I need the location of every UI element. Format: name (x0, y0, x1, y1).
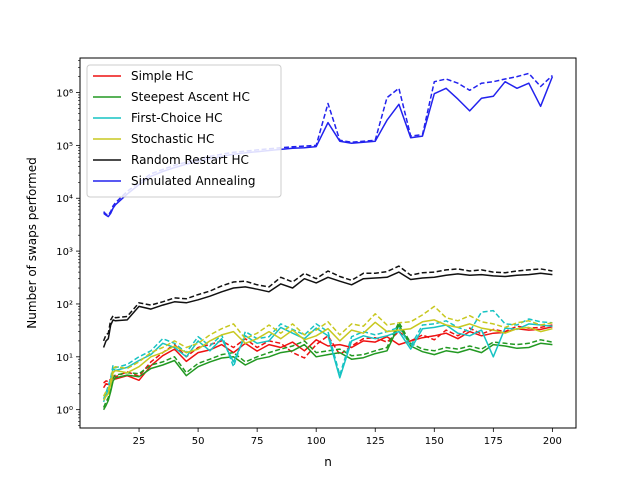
y-axis-label: Number of swaps performed (25, 157, 39, 328)
x-tick-label: 50 (192, 436, 205, 447)
x-tick-label: 150 (425, 436, 444, 447)
y-tick-label: 10³ (56, 247, 73, 258)
series-line-simple-hc-dashed (103, 324, 553, 384)
series-line-steepest-ascent-hc-solid (102, 324, 553, 411)
x-axis: 25 50 75 100 125 150 175 200 (133, 428, 562, 447)
legend-label: Stochastic HC (131, 132, 214, 146)
y-tick-label: 10⁵ (56, 141, 73, 152)
series-line-random-restart-hc-solid (102, 271, 553, 348)
y-tick-label: 10⁰ (56, 406, 73, 417)
legend-label: Random Restart HC (131, 153, 249, 167)
series-line-simulated-annealing-dashed (103, 72, 553, 216)
x-tick-label: 100 (307, 436, 326, 447)
series-line-stochastic-hc-solid (102, 319, 553, 401)
x-tick-label: 125 (366, 436, 385, 447)
series-line-simple-hc-solid (102, 326, 553, 389)
series-line-random-restart-hc-dashed (102, 265, 553, 342)
legend: Simple HC Steepest Ascent HC First-Choice … (86, 64, 282, 198)
y-tick-label: 10⁴ (56, 194, 73, 205)
legend-label: Steepest Ascent HC (131, 90, 250, 104)
plot-frame (79, 57, 577, 429)
legend-label: Simple HC (131, 69, 193, 83)
x-tick-label: 75 (251, 436, 264, 447)
y-tick-label: 10¹ (56, 353, 73, 364)
y-tick-label: 10⁶ (56, 89, 73, 100)
legend-label: Simulated Annealing (131, 174, 256, 188)
x-tick-label: 25 (133, 436, 146, 447)
legend-label: First-Choice HC (131, 111, 222, 125)
legend-box (86, 64, 282, 198)
series-line-first-choice-hc-solid (102, 323, 553, 403)
y-axis: 10⁰ 10¹ 10² 10³ 10⁴ 10⁵ 10⁶ (56, 60, 80, 426)
x-tick-label: 175 (484, 436, 503, 447)
y-tick-label: 10² (56, 300, 73, 311)
series-line-stochastic-hc-dashed (102, 305, 553, 397)
series-layer (102, 72, 554, 411)
series-line-steepest-ascent-hc-dashed (102, 321, 553, 408)
x-axis-label: n (324, 455, 332, 469)
x-tick-label: 200 (543, 436, 562, 447)
plot-area (102, 72, 554, 411)
